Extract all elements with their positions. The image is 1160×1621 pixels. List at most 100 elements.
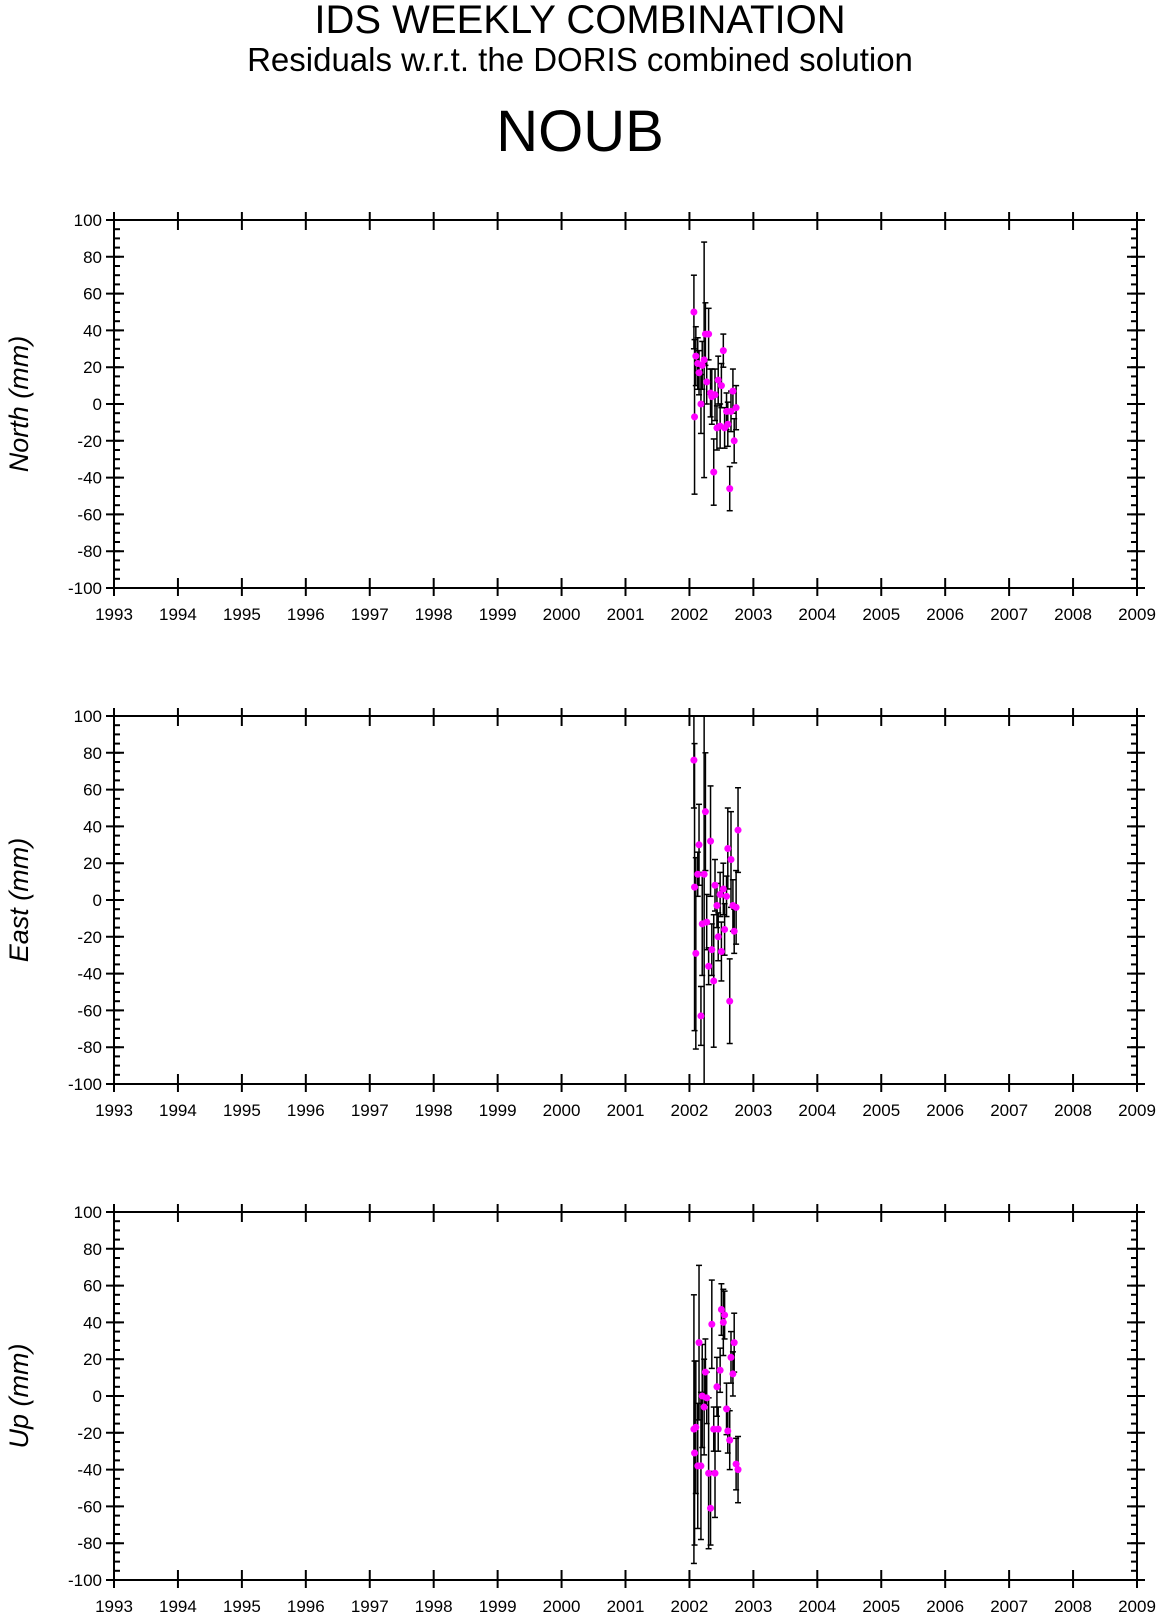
x-tick-label: 1993: [95, 1597, 133, 1616]
y-tick-label: 0: [93, 1387, 102, 1406]
x-tick-label: 2006: [926, 605, 964, 624]
y-tick-label: -40: [77, 965, 102, 984]
data-point: [724, 420, 732, 428]
y-axis-label-east: East (mm): [4, 838, 34, 963]
data-point: [701, 1368, 709, 1376]
data-point: [732, 1460, 740, 1468]
y-tick-label: -80: [77, 1534, 102, 1553]
data-point: [732, 903, 740, 911]
data-point: [717, 382, 725, 390]
x-tick-label: 2003: [734, 1597, 772, 1616]
data-point: [700, 1403, 708, 1411]
data-point: [703, 1394, 711, 1402]
data-point: [723, 892, 731, 900]
x-tick-label: 1996: [287, 1101, 325, 1120]
y-tick-label: 80: [83, 1240, 102, 1259]
data-point: [719, 885, 727, 893]
x-tick-label: 2005: [862, 605, 900, 624]
plot-frame-up: [113, 1211, 1138, 1581]
x-tick-label: 2002: [671, 605, 709, 624]
x-tick-label: 1993: [95, 1101, 133, 1120]
y-tick-label: 60: [83, 781, 102, 800]
data-point: [695, 1339, 703, 1347]
data-point: [705, 330, 713, 338]
x-tick-label: 2006: [926, 1597, 964, 1616]
x-tick-label: 1998: [415, 1101, 453, 1120]
data-point: [726, 1436, 734, 1444]
x-tick-label: 2001: [607, 1597, 645, 1616]
data-point: [714, 1425, 722, 1433]
data-point: [719, 347, 727, 355]
x-tick-label: 2008: [1054, 1101, 1092, 1120]
data-point: [732, 404, 740, 412]
data-point: [708, 1320, 716, 1328]
data-point: [727, 407, 735, 415]
x-tick-label: 2006: [926, 1101, 964, 1120]
data-point: [692, 352, 700, 360]
x-tick-label: 2002: [671, 1597, 709, 1616]
data-point: [724, 1427, 732, 1435]
series-north: [690, 241, 740, 512]
data-point: [716, 1366, 724, 1374]
data-point: [713, 902, 721, 910]
plot-frame-north: [113, 219, 1138, 589]
data-point: [703, 378, 711, 386]
data-point: [727, 856, 735, 864]
chart-subtitle: Residuals w.r.t. the DORIS combined solu…: [247, 41, 913, 78]
data-point: [713, 1383, 721, 1391]
y-tick-label: -80: [77, 1038, 102, 1057]
y-tick-label: 20: [83, 854, 102, 873]
x-tick-label: 2002: [671, 1101, 709, 1120]
data-point: [705, 1469, 713, 1477]
data-point: [691, 1449, 699, 1457]
x-tick-label: 2009: [1118, 1101, 1156, 1120]
data-point: [723, 1405, 731, 1413]
y-tick-label: -20: [77, 432, 102, 451]
x-tick-label: 1994: [159, 1597, 197, 1616]
x-tick-label: 2004: [798, 1101, 836, 1120]
series-east: [690, 716, 742, 1084]
data-point: [716, 890, 724, 898]
y-tick-label: -20: [77, 928, 102, 947]
x-tick-label: 1993: [95, 605, 133, 624]
data-point: [730, 437, 738, 445]
y-tick-label: 100: [74, 211, 102, 230]
x-tick-label: 2000: [543, 1597, 581, 1616]
x-tick-label: 1995: [223, 605, 261, 624]
data-point: [726, 485, 734, 493]
y-tick-label: -60: [77, 1001, 102, 1020]
y-tick-label: 100: [74, 1203, 102, 1222]
x-tick-label: 1997: [351, 605, 389, 624]
x-tick-label: 2007: [990, 1101, 1028, 1120]
x-tick-label: 2000: [543, 1101, 581, 1120]
x-tick-label: 2001: [607, 605, 645, 624]
data-point: [700, 870, 708, 878]
y-tick-label: 20: [83, 1350, 102, 1369]
x-tick-label: 2007: [990, 605, 1028, 624]
x-tick-label: 2003: [734, 605, 772, 624]
plot-frame-east: [113, 715, 1138, 1085]
data-point: [721, 1311, 729, 1319]
y-tick-label: -60: [77, 505, 102, 524]
data-point: [730, 927, 738, 935]
y-tick-label: 100: [74, 707, 102, 726]
data-point: [729, 387, 737, 395]
x-tick-label: 1998: [415, 1597, 453, 1616]
data-point: [695, 841, 703, 849]
x-tick-label: 1999: [479, 1597, 517, 1616]
data-point: [729, 1370, 737, 1378]
data-point: [692, 949, 700, 957]
data-point: [734, 826, 742, 834]
data-point: [705, 962, 713, 970]
data-point: [697, 1012, 705, 1020]
x-tick-label: 2009: [1118, 605, 1156, 624]
data-point: [707, 837, 715, 845]
x-tick-label: 2004: [798, 605, 836, 624]
x-tick-label: 1995: [223, 1101, 261, 1120]
x-tick-label: 1998: [415, 605, 453, 624]
data-point: [694, 870, 702, 878]
x-tick-label: 1999: [479, 605, 517, 624]
y-tick-label: 40: [83, 817, 102, 836]
y-tick-label: -100: [68, 1571, 102, 1590]
data-point: [714, 933, 722, 941]
